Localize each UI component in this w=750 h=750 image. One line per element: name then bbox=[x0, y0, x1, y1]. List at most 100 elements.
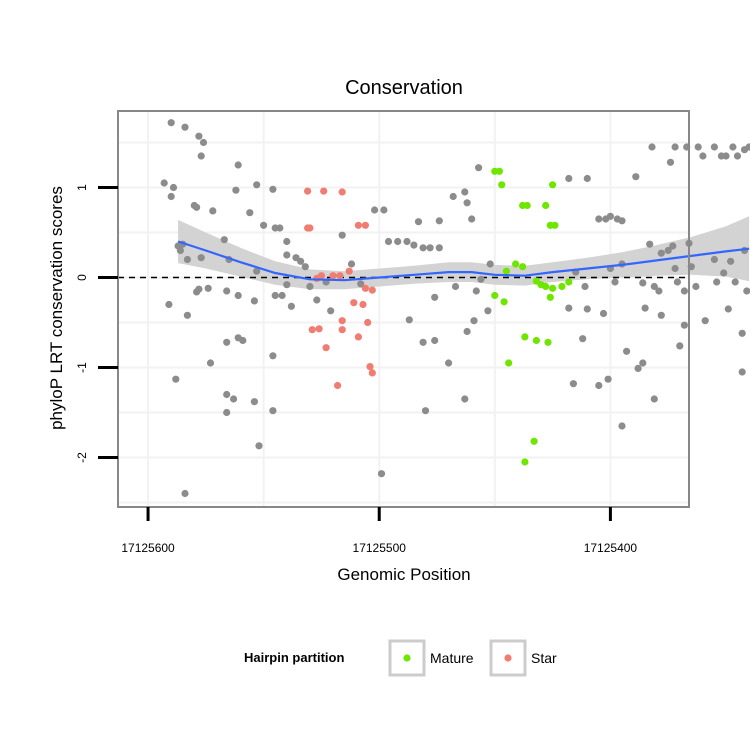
point-other-105 bbox=[606, 212, 615, 220]
point-mature-16 bbox=[558, 282, 566, 291]
series-mature bbox=[491, 167, 573, 466]
point-other-134 bbox=[657, 249, 665, 257]
point-other-171 bbox=[634, 364, 642, 372]
point-other-114 bbox=[604, 375, 612, 383]
point-mature-9 bbox=[502, 267, 510, 275]
point-other-52 bbox=[301, 263, 309, 271]
point-other-63 bbox=[357, 280, 365, 288]
point-other-175 bbox=[738, 368, 746, 376]
point-other-98 bbox=[581, 282, 589, 291]
y-axis: -2 -1 0 1 bbox=[75, 184, 118, 463]
point-other-92 bbox=[472, 287, 480, 295]
point-other-0 bbox=[167, 119, 175, 127]
point-star-15 bbox=[359, 300, 367, 309]
point-star-21 bbox=[354, 333, 362, 341]
point-other-91 bbox=[486, 260, 494, 268]
point-other-131 bbox=[740, 146, 749, 154]
series-other bbox=[160, 119, 750, 498]
point-other-33 bbox=[183, 311, 191, 319]
y-axis-title: phyloP LRT conservation scores bbox=[47, 186, 66, 430]
point-other-117 bbox=[648, 143, 656, 151]
point-other-155 bbox=[720, 269, 728, 277]
point-other-83 bbox=[377, 470, 386, 478]
point-other-31 bbox=[250, 297, 258, 305]
point-other-146 bbox=[671, 264, 679, 273]
point-other-65 bbox=[380, 206, 388, 214]
legend-item-mature: Mature bbox=[388, 639, 474, 677]
point-star-0 bbox=[304, 187, 312, 195]
point-other-116 bbox=[632, 173, 640, 181]
point-other-46 bbox=[181, 489, 189, 498]
point-other-151 bbox=[673, 278, 682, 286]
point-other-36 bbox=[239, 336, 247, 345]
point-other-139 bbox=[727, 257, 735, 265]
chart-title: Conservation bbox=[345, 77, 463, 99]
point-other-78 bbox=[445, 359, 453, 367]
point-other-42 bbox=[250, 398, 258, 406]
x-tick-label-2: 17125400 bbox=[584, 541, 638, 555]
point-other-43 bbox=[223, 408, 231, 417]
point-mature-11 bbox=[519, 263, 527, 271]
point-other-100 bbox=[565, 304, 573, 312]
point-other-22 bbox=[197, 254, 205, 262]
point-other-88 bbox=[468, 215, 476, 223]
point-mature-26 bbox=[521, 458, 529, 466]
point-other-127 bbox=[722, 152, 730, 160]
point-mature-23 bbox=[544, 338, 552, 346]
point-other-153 bbox=[692, 282, 700, 291]
point-other-11 bbox=[209, 207, 217, 215]
point-other-67 bbox=[394, 237, 402, 246]
point-mature-14 bbox=[542, 282, 550, 291]
point-other-23 bbox=[183, 255, 191, 264]
point-other-40 bbox=[223, 390, 231, 399]
point-other-61 bbox=[338, 231, 346, 239]
point-star-8 bbox=[329, 272, 337, 280]
point-other-121 bbox=[729, 143, 737, 151]
point-other-84 bbox=[421, 407, 430, 415]
x-tick-label-0: 17125600 bbox=[121, 541, 175, 555]
point-other-103 bbox=[595, 215, 603, 223]
point-star-19 bbox=[308, 326, 316, 334]
point-other-21 bbox=[176, 246, 184, 255]
point-other-38 bbox=[206, 359, 215, 367]
point-other-8 bbox=[167, 192, 175, 201]
point-other-148 bbox=[639, 279, 647, 287]
y-tick-label-0: -2 bbox=[75, 452, 89, 463]
point-star-1 bbox=[320, 187, 328, 195]
point-other-56 bbox=[287, 302, 295, 310]
point-other-111 bbox=[599, 309, 608, 318]
point-other-7 bbox=[169, 183, 178, 192]
x-axis-title: Genomic Position bbox=[337, 565, 470, 584]
point-other-79 bbox=[451, 282, 460, 291]
point-other-133 bbox=[646, 240, 654, 248]
point-star-20 bbox=[338, 326, 346, 334]
point-star-12 bbox=[361, 284, 369, 292]
point-other-55 bbox=[271, 291, 279, 300]
plot-panel bbox=[117, 110, 750, 508]
point-other-70 bbox=[419, 244, 427, 252]
x-axis: 17125600 17125500 17125400 bbox=[121, 507, 637, 555]
point-other-76 bbox=[419, 338, 427, 346]
point-other-82 bbox=[461, 395, 469, 403]
point-other-14 bbox=[269, 185, 277, 193]
point-star-25 bbox=[334, 381, 342, 390]
point-other-163 bbox=[641, 304, 649, 312]
point-other-77 bbox=[431, 336, 439, 345]
point-other-53 bbox=[283, 281, 291, 289]
point-other-173 bbox=[650, 395, 658, 403]
legend-key-mature bbox=[388, 639, 426, 677]
point-other-95 bbox=[565, 174, 573, 183]
point-star-22 bbox=[322, 344, 330, 352]
point-other-41 bbox=[230, 395, 238, 403]
point-other-136 bbox=[669, 242, 677, 250]
point-other-16 bbox=[260, 221, 268, 229]
point-mature-17 bbox=[565, 278, 573, 286]
smooth-confidence-band bbox=[178, 216, 750, 290]
point-other-80 bbox=[405, 316, 413, 324]
point-other-64 bbox=[371, 206, 379, 214]
point-other-172 bbox=[639, 359, 647, 367]
legend-label-mature: Mature bbox=[430, 650, 474, 666]
point-other-120 bbox=[710, 143, 719, 151]
point-star-9 bbox=[336, 272, 344, 280]
point-other-90 bbox=[477, 275, 485, 283]
